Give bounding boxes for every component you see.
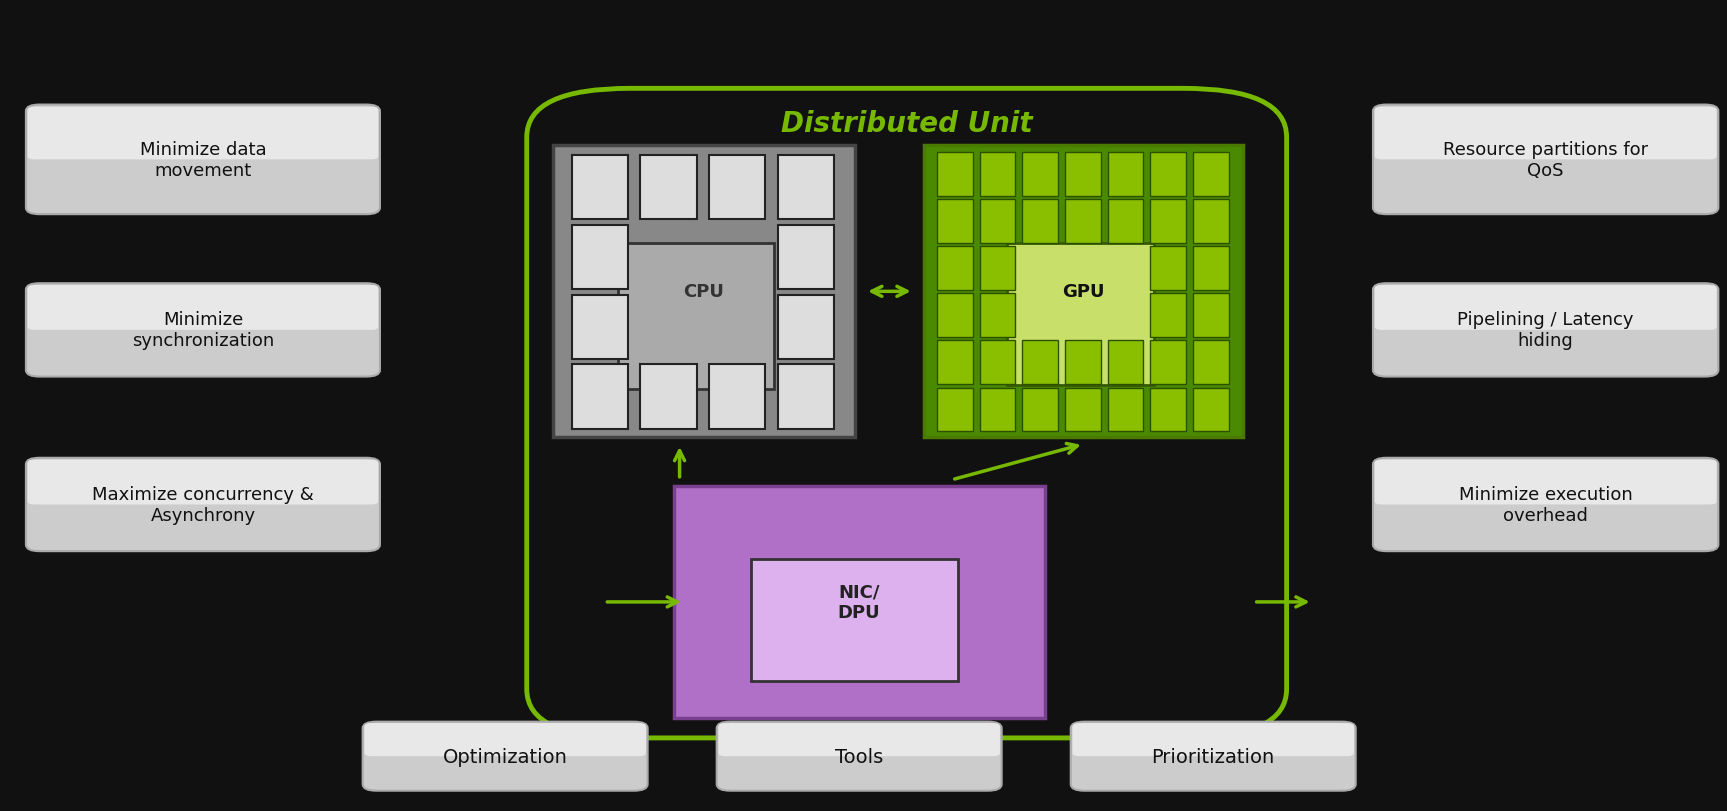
Bar: [1066, 200, 1100, 244]
Bar: [1193, 247, 1228, 291]
Bar: [936, 153, 972, 197]
Bar: [1107, 153, 1143, 197]
Bar: [1150, 153, 1186, 197]
FancyBboxPatch shape: [28, 460, 378, 504]
Bar: [1150, 247, 1186, 291]
Bar: [751, 560, 958, 681]
Bar: [1066, 388, 1100, 431]
Bar: [1150, 341, 1186, 385]
FancyBboxPatch shape: [527, 89, 1287, 738]
Bar: [1193, 294, 1228, 337]
Text: Pipelining / Latency
hiding: Pipelining / Latency hiding: [1458, 311, 1634, 350]
FancyBboxPatch shape: [28, 108, 378, 161]
Text: Distributed Unit: Distributed Unit: [781, 109, 1033, 137]
Bar: [979, 341, 1015, 385]
FancyBboxPatch shape: [1375, 108, 1717, 161]
Bar: [1150, 200, 1186, 244]
Text: Tools: Tools: [836, 747, 882, 766]
FancyBboxPatch shape: [1373, 284, 1718, 377]
Bar: [777, 156, 834, 220]
Text: Optimization: Optimization: [442, 747, 568, 766]
Bar: [1150, 388, 1186, 431]
Text: GPU: GPU: [1062, 283, 1105, 301]
Bar: [1193, 200, 1228, 244]
Bar: [936, 200, 972, 244]
Bar: [979, 388, 1015, 431]
FancyBboxPatch shape: [718, 723, 1000, 756]
FancyBboxPatch shape: [1375, 460, 1717, 504]
Bar: [572, 225, 629, 290]
Bar: [979, 247, 1015, 291]
Bar: [708, 156, 765, 220]
Bar: [1066, 341, 1100, 385]
Bar: [979, 153, 1015, 197]
Bar: [1193, 153, 1228, 197]
Bar: [1022, 200, 1059, 244]
Bar: [936, 247, 972, 291]
Bar: [777, 295, 834, 359]
Bar: [936, 341, 972, 385]
Text: Minimize
synchronization: Minimize synchronization: [131, 311, 275, 350]
FancyBboxPatch shape: [1071, 722, 1356, 791]
Bar: [1022, 341, 1059, 385]
Bar: [936, 294, 972, 337]
Bar: [572, 365, 629, 429]
FancyBboxPatch shape: [364, 723, 646, 756]
Bar: [708, 365, 765, 429]
Bar: [1007, 243, 1154, 385]
Bar: [1022, 388, 1059, 431]
Bar: [1022, 153, 1059, 197]
FancyBboxPatch shape: [26, 105, 380, 215]
FancyBboxPatch shape: [26, 458, 380, 551]
FancyBboxPatch shape: [1373, 105, 1718, 215]
FancyBboxPatch shape: [28, 285, 378, 331]
Bar: [1107, 388, 1143, 431]
Bar: [618, 243, 774, 389]
FancyBboxPatch shape: [1373, 458, 1718, 551]
Bar: [777, 225, 834, 290]
Text: Minimize execution
overhead: Minimize execution overhead: [1459, 486, 1632, 524]
FancyBboxPatch shape: [1072, 723, 1354, 756]
Bar: [641, 156, 696, 220]
Bar: [1150, 294, 1186, 337]
Bar: [979, 294, 1015, 337]
FancyBboxPatch shape: [1375, 285, 1717, 331]
Text: Prioritization: Prioritization: [1152, 747, 1275, 766]
Bar: [572, 295, 629, 359]
FancyBboxPatch shape: [717, 722, 1002, 791]
Bar: [1193, 341, 1228, 385]
Bar: [1193, 388, 1228, 431]
Bar: [924, 146, 1243, 438]
Bar: [641, 365, 696, 429]
Text: Resource partitions for
QoS: Resource partitions for QoS: [1444, 141, 1648, 179]
Bar: [674, 487, 1045, 718]
Bar: [936, 388, 972, 431]
Bar: [979, 200, 1015, 244]
Bar: [1107, 341, 1143, 385]
Text: NIC/
DPU: NIC/ DPU: [838, 583, 881, 621]
Text: Maximize concurrency &
Asynchrony: Maximize concurrency & Asynchrony: [92, 486, 314, 524]
Text: CPU: CPU: [684, 283, 724, 301]
Bar: [1066, 153, 1100, 197]
FancyBboxPatch shape: [26, 284, 380, 377]
Bar: [1107, 200, 1143, 244]
Text: Minimize data
movement: Minimize data movement: [140, 141, 266, 179]
Bar: [777, 365, 834, 429]
Bar: [572, 156, 629, 220]
FancyBboxPatch shape: [363, 722, 648, 791]
Bar: [553, 146, 855, 438]
